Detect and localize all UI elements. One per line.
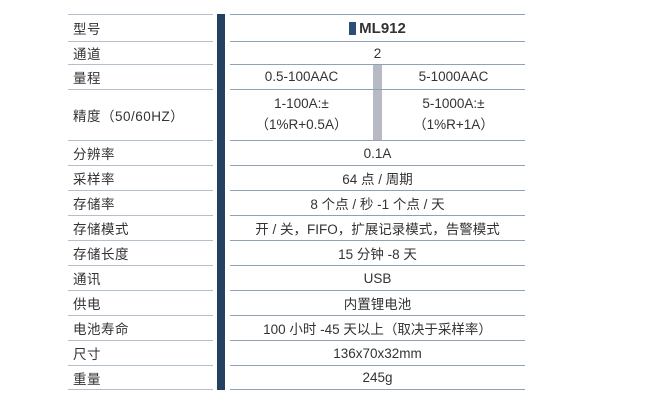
row-label-weight: 重量 (68, 365, 213, 390)
table-row-channels: 通道 2 (68, 41, 525, 64)
sampling-rate-value: 64 点 / 周期 (230, 165, 525, 190)
dimensions-value: 136x70x32mm (230, 340, 525, 365)
accuracy-right-line1: 5-1000A:± (422, 96, 485, 112)
table-row-storage-mode: 存储模式 开 / 关，FIFO，扩展记录模式，告警模式 (68, 215, 525, 240)
accuracy-left-line1: 1-100A:± (274, 96, 329, 112)
row-label-sampling-rate: 采样率 (68, 165, 213, 190)
accuracy-right-line2: （1%R+1A） (413, 117, 494, 132)
row-label-dimensions: 尺寸 (68, 340, 213, 365)
range-value-left: 0.5-100AAC (264, 68, 339, 84)
accuracy-value-left: 1-100A:± （1%R+0.5A） (230, 94, 373, 136)
row-label-channels: 通道 (68, 41, 213, 64)
resolution-value: 0.1A (230, 140, 525, 165)
table-row-storage-length: 存储长度 15 分钟 -8 天 (68, 240, 525, 265)
table-row-weight: 重量 245g (68, 365, 525, 390)
split-divider (373, 65, 382, 89)
row-label-battery-life: 电池寿命 (68, 315, 213, 340)
table-row-battery-life: 电池寿命 100 小时 -45 天以上（取决于采样率） (68, 315, 525, 340)
range-value-right: 5-1000AAC (418, 68, 489, 84)
storage-rate-value: 8 个点 / 秒 -1 个点 / 天 (230, 190, 525, 215)
power-value: 内置锂电池 (230, 290, 525, 315)
row-label-range: 量程 (68, 64, 213, 89)
row-label-model: 型号 (68, 14, 213, 41)
accuracy-left-line2: （1%R+0.5A） (255, 117, 348, 132)
split-divider (373, 90, 382, 140)
storage-mode-value: 开 / 关，FIFO，扩展记录模式，告警模式 (230, 215, 525, 240)
accuracy-value-cell: 1-100A:± （1%R+0.5A） 5-1000A:± （1%R+1A） (230, 89, 525, 140)
row-label-accuracy: 精度（50/60HZ） (68, 89, 213, 140)
table-row-dimensions: 尺寸 136x70x32mm (68, 340, 525, 365)
row-label-storage-length: 存储长度 (68, 240, 213, 265)
row-label-communication: 通讯 (68, 265, 213, 290)
row-label-power: 供电 (68, 290, 213, 315)
model-bar-icon (349, 21, 357, 35)
table-row-accuracy: 精度（50/60HZ） 1-100A:± （1%R+0.5A） 5-1000A:… (68, 89, 525, 140)
storage-length-value: 15 分钟 -8 天 (230, 240, 525, 265)
communication-value: USB (230, 265, 525, 290)
battery-life-value: 100 小时 -45 天以上（取决于采样率） (230, 315, 525, 340)
range-value-cell: 0.5-100AAC 5-1000AAC (230, 64, 525, 89)
model-value-cell: ML912 (230, 14, 525, 41)
table-row-sampling-rate: 采样率 64 点 / 周期 (68, 165, 525, 190)
table-row-communication: 通讯 USB (68, 265, 525, 290)
row-label-resolution: 分辨率 (68, 140, 213, 165)
row-label-storage-mode: 存储模式 (68, 215, 213, 240)
table-row-power: 供电 内置锂电池 (68, 290, 525, 315)
table-row-range: 量程 0.5-100AAC 5-1000AAC (68, 64, 525, 89)
table-row-model: 型号 ML912 (68, 14, 525, 41)
weight-value: 245g (230, 365, 525, 390)
accuracy-value-right: 5-1000A:± （1%R+1A） (382, 94, 525, 136)
row-label-storage-rate: 存储率 (68, 190, 213, 215)
table-row-resolution: 分辨率 0.1A (68, 140, 525, 165)
table-row-storage-rate: 存储率 8 个点 / 秒 -1 个点 / 天 (68, 190, 525, 215)
channels-value: 2 (230, 41, 525, 64)
table-accent-bar (217, 14, 225, 390)
spec-table: 型号 ML912 通道 2 量程 0.5-100AAC 5-1000AAC 精度… (68, 14, 525, 390)
model-name: ML912 (359, 19, 406, 37)
